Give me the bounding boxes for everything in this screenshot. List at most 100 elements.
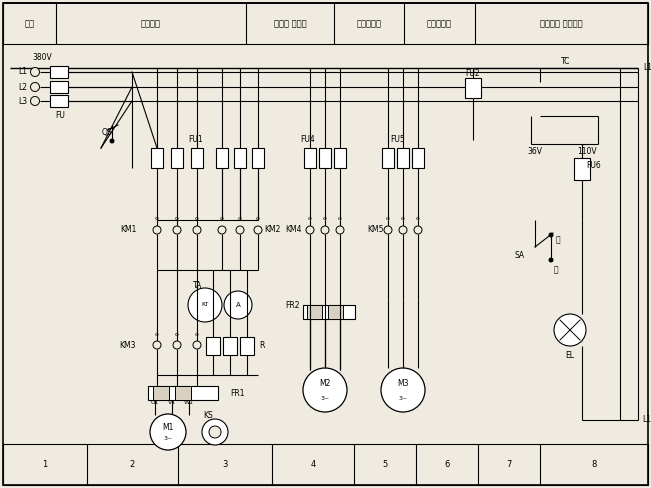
Circle shape xyxy=(414,226,422,234)
Text: 5: 5 xyxy=(382,460,387,469)
Bar xyxy=(397,148,409,168)
Circle shape xyxy=(399,226,407,234)
Text: o: o xyxy=(175,331,179,337)
Text: L1: L1 xyxy=(18,67,27,77)
Text: 380V: 380V xyxy=(32,54,52,62)
Text: KS: KS xyxy=(203,410,213,420)
Text: o: o xyxy=(238,217,242,222)
Circle shape xyxy=(381,368,425,412)
Text: o: o xyxy=(386,217,390,222)
Text: FR1: FR1 xyxy=(230,388,245,398)
Text: 2: 2 xyxy=(130,460,135,469)
Text: KM2: KM2 xyxy=(264,225,280,235)
Text: 3: 3 xyxy=(222,460,228,469)
Text: M3: M3 xyxy=(397,379,409,387)
Bar xyxy=(50,81,68,93)
Text: o: o xyxy=(338,217,342,222)
Text: 快移电动机: 快移电动机 xyxy=(357,19,381,28)
Bar xyxy=(334,148,346,168)
Text: 主电动机: 主电动机 xyxy=(141,19,161,28)
Circle shape xyxy=(218,226,226,234)
Bar xyxy=(328,305,343,319)
Text: L3: L3 xyxy=(18,97,27,105)
Text: W1: W1 xyxy=(184,401,194,406)
Circle shape xyxy=(153,341,161,349)
Bar xyxy=(574,158,590,180)
Text: o: o xyxy=(308,217,312,222)
Text: QS: QS xyxy=(102,127,113,137)
Circle shape xyxy=(173,226,181,234)
Text: L2: L2 xyxy=(18,82,27,92)
Bar xyxy=(50,95,68,107)
Text: o: o xyxy=(323,217,327,222)
Text: KM3: KM3 xyxy=(120,341,136,349)
Bar xyxy=(303,305,355,319)
Circle shape xyxy=(153,226,161,234)
Text: L12: L12 xyxy=(642,415,651,425)
Text: 7: 7 xyxy=(506,460,512,469)
Text: o: o xyxy=(155,331,159,337)
Text: KM5: KM5 xyxy=(368,225,384,235)
Text: o: o xyxy=(195,331,199,337)
Bar xyxy=(465,78,481,98)
Text: 6: 6 xyxy=(445,460,450,469)
Bar xyxy=(153,386,169,400)
Bar xyxy=(223,337,237,355)
Bar xyxy=(151,148,163,168)
Circle shape xyxy=(321,226,329,234)
Bar xyxy=(412,148,424,168)
Bar xyxy=(252,148,264,168)
Circle shape xyxy=(31,97,40,105)
Text: R: R xyxy=(259,341,265,349)
Text: L11: L11 xyxy=(643,63,651,73)
Text: 1: 1 xyxy=(42,460,48,469)
Circle shape xyxy=(336,226,344,234)
Text: o: o xyxy=(416,217,420,222)
Text: FU4: FU4 xyxy=(301,136,315,144)
Text: 3~: 3~ xyxy=(320,395,329,401)
Bar xyxy=(148,386,218,400)
Circle shape xyxy=(209,426,221,438)
Text: o: o xyxy=(401,217,405,222)
Circle shape xyxy=(236,226,244,234)
Bar xyxy=(304,148,316,168)
Circle shape xyxy=(303,368,347,412)
Text: V1: V1 xyxy=(168,401,176,406)
Text: FU2: FU2 xyxy=(465,68,480,78)
Text: 断: 断 xyxy=(554,265,559,274)
Text: EL: EL xyxy=(566,350,574,360)
Text: FU5: FU5 xyxy=(391,136,406,144)
Circle shape xyxy=(31,67,40,77)
Bar xyxy=(307,305,322,319)
Circle shape xyxy=(110,139,114,143)
Text: KT: KT xyxy=(201,303,209,307)
Text: 控制线路 电源接出: 控制线路 电源接出 xyxy=(540,19,583,28)
Circle shape xyxy=(202,419,228,445)
Bar xyxy=(240,337,254,355)
Text: TC: TC xyxy=(561,58,571,66)
Bar xyxy=(191,148,203,168)
Bar xyxy=(382,148,394,168)
Text: FR2: FR2 xyxy=(284,301,299,309)
Text: 8: 8 xyxy=(591,460,597,469)
Circle shape xyxy=(31,82,40,92)
Text: 通: 通 xyxy=(556,236,561,244)
Bar xyxy=(234,148,246,168)
Text: o: o xyxy=(220,217,224,222)
Text: FU1: FU1 xyxy=(189,136,203,144)
Circle shape xyxy=(554,314,586,346)
Text: U1: U1 xyxy=(151,401,159,406)
Bar xyxy=(319,148,331,168)
Text: 照明灯控制: 照明灯控制 xyxy=(427,19,452,28)
Circle shape xyxy=(188,288,222,322)
Bar xyxy=(216,148,228,168)
Circle shape xyxy=(549,233,553,237)
Circle shape xyxy=(384,226,392,234)
Text: 冷却泵 电动机: 冷却泵 电动机 xyxy=(273,19,307,28)
Text: FU6: FU6 xyxy=(587,162,602,170)
Text: SA: SA xyxy=(515,250,525,260)
Text: 4: 4 xyxy=(311,460,316,469)
Text: A: A xyxy=(236,302,240,308)
Text: M2: M2 xyxy=(319,379,331,387)
Bar xyxy=(50,66,68,78)
